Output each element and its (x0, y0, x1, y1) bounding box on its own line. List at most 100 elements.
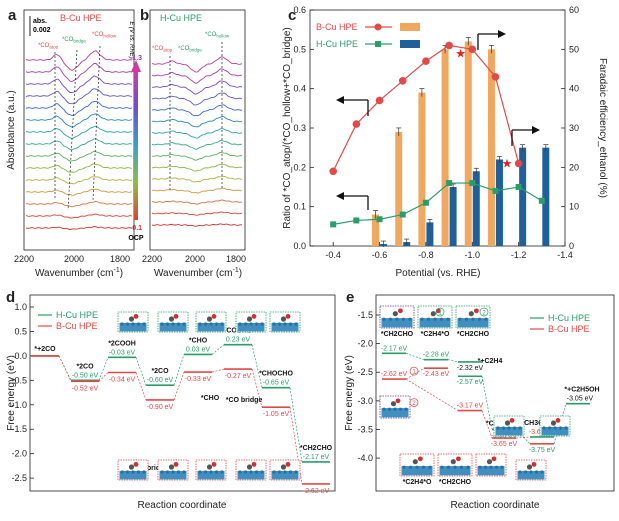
tile-oxygen (173, 314, 179, 319)
d-energy-label: -0.65 eV (263, 380, 290, 387)
spectrum-trace (25, 163, 133, 173)
c-ytick-left: 0.1 (293, 202, 306, 212)
e-connector (447, 359, 459, 363)
panel-d-frame (29, 294, 336, 492)
tile-atom (387, 407, 392, 411)
tile-atom (420, 317, 424, 321)
spectrum-trace (151, 116, 243, 128)
d-adsorbate-annotation: *CO bridge (132, 465, 169, 472)
panel-c: c 0.0 0.1 0.2 0.3 0.4 0.5 0.6 0 10 20 30 40 50 60 -0.4… (282, 5, 608, 279)
c-bar-bcu (464, 41, 472, 246)
tile-oxygen (491, 456, 497, 462)
spectrum-trace (151, 56, 243, 73)
tile-oxygen (285, 314, 291, 319)
tile-atom (260, 322, 264, 326)
c-point-hcu (399, 211, 406, 218)
tile-carbon (392, 311, 398, 317)
d-state-label: *2CO (76, 363, 94, 370)
tile-atom (120, 322, 124, 326)
spectrum-trace (25, 101, 133, 116)
tile-slab (271, 471, 299, 480)
d-adsorbate-annotation: *CHO (201, 395, 220, 402)
tile-atom (243, 470, 248, 474)
c-arrow-left-1 (336, 96, 369, 116)
c-point-hcu (376, 216, 383, 223)
tile-atom (496, 426, 500, 430)
panel-e-frame (375, 294, 615, 492)
tile-carbon (412, 459, 418, 465)
c-point-hcu (422, 199, 429, 206)
tile-carbon (504, 420, 511, 426)
d-energy-label: 0.23 eV (226, 337, 250, 344)
tile-atom (171, 322, 175, 326)
potential-arrow-icon (131, 60, 141, 72)
d-connector (58, 355, 72, 382)
tile-atom (238, 322, 242, 326)
e-step-circle (435, 307, 445, 317)
tile-atom (393, 407, 397, 411)
spectrum-trace (25, 201, 133, 208)
tile-carbon (468, 311, 474, 317)
tile-carbon (430, 311, 436, 317)
d-ytick: -2.5 (11, 473, 27, 483)
molecule-structure-tile (379, 305, 415, 329)
e-connector (515, 436, 531, 439)
bridge-guide (67, 49, 78, 211)
c-ylabel-right: Faradaic efficiency_ethanol (%) (597, 58, 608, 198)
tile-slab (439, 466, 471, 476)
tile-atom (136, 470, 141, 474)
tile-oxygen (456, 456, 461, 462)
spectrum-trace (25, 226, 133, 231)
tile-slab (197, 323, 225, 332)
d-xlabel: Reaction coordinate (138, 500, 227, 511)
d-energy-label: -1.05 eV (263, 411, 290, 418)
tile-slab (381, 318, 413, 328)
tile-atom (182, 322, 186, 326)
tile-slab (119, 323, 147, 332)
d-energy-label: -0.50 eV (72, 372, 99, 379)
spectrum-trace (151, 211, 243, 216)
tile-atom (125, 322, 130, 326)
tile-atom (408, 317, 412, 321)
tile-atom (160, 470, 164, 474)
spectrum-trace (25, 63, 133, 82)
tile-oxygen (133, 462, 139, 467)
a-xlabel: Wavenumber (cm-1) (35, 267, 123, 279)
molecule-structure-tile (455, 305, 491, 329)
d-state-label: *CHOCHO (259, 371, 293, 378)
molecule-structure-tile (379, 395, 411, 419)
molecule-structure-tile (157, 311, 189, 333)
tile-atom (446, 317, 450, 321)
d-adsorbate-annotation: *CO bridge (226, 397, 263, 404)
e-energy-label: -3.75 eV (529, 447, 556, 454)
d-energy-label: 0.03 eV (186, 346, 210, 353)
e-energy-label: -2.62 eV (381, 371, 408, 378)
e-energy-label: -2.32 eV (457, 365, 484, 372)
tile-atom (540, 470, 544, 474)
peak-atop-b: *COatop (152, 46, 173, 53)
d-connector (251, 369, 263, 408)
tile-atom (542, 426, 546, 430)
e-legend-b: B-Cu HPE (548, 324, 590, 334)
c-xtick: -0.4 (325, 250, 341, 260)
e-energy-label: -2.28 eV (423, 352, 450, 359)
e-connector (405, 353, 425, 360)
tile-atom (203, 470, 208, 474)
tile-atom (260, 470, 264, 474)
tile-atom (142, 470, 146, 474)
d-connector (173, 371, 185, 401)
c-point-bcu (422, 57, 430, 65)
tile-atom (283, 470, 287, 474)
e-ytick: -4.0 (357, 453, 373, 463)
spectrum-trace (151, 199, 243, 205)
c-point-hcu (446, 180, 453, 187)
potential-label: E (V vs. RHE) (128, 21, 134, 58)
c-bar-hcu (542, 147, 550, 246)
d-legend-h: H-Cu HPE (56, 310, 98, 320)
tile-carbon (526, 464, 533, 470)
molecule-structure-tile (117, 311, 149, 333)
tile-carbon (206, 316, 213, 322)
c-ytick-left: 0.5 (293, 44, 306, 54)
peak-bridge-b: *CObridge (178, 46, 202, 53)
tile-atom (446, 465, 451, 469)
